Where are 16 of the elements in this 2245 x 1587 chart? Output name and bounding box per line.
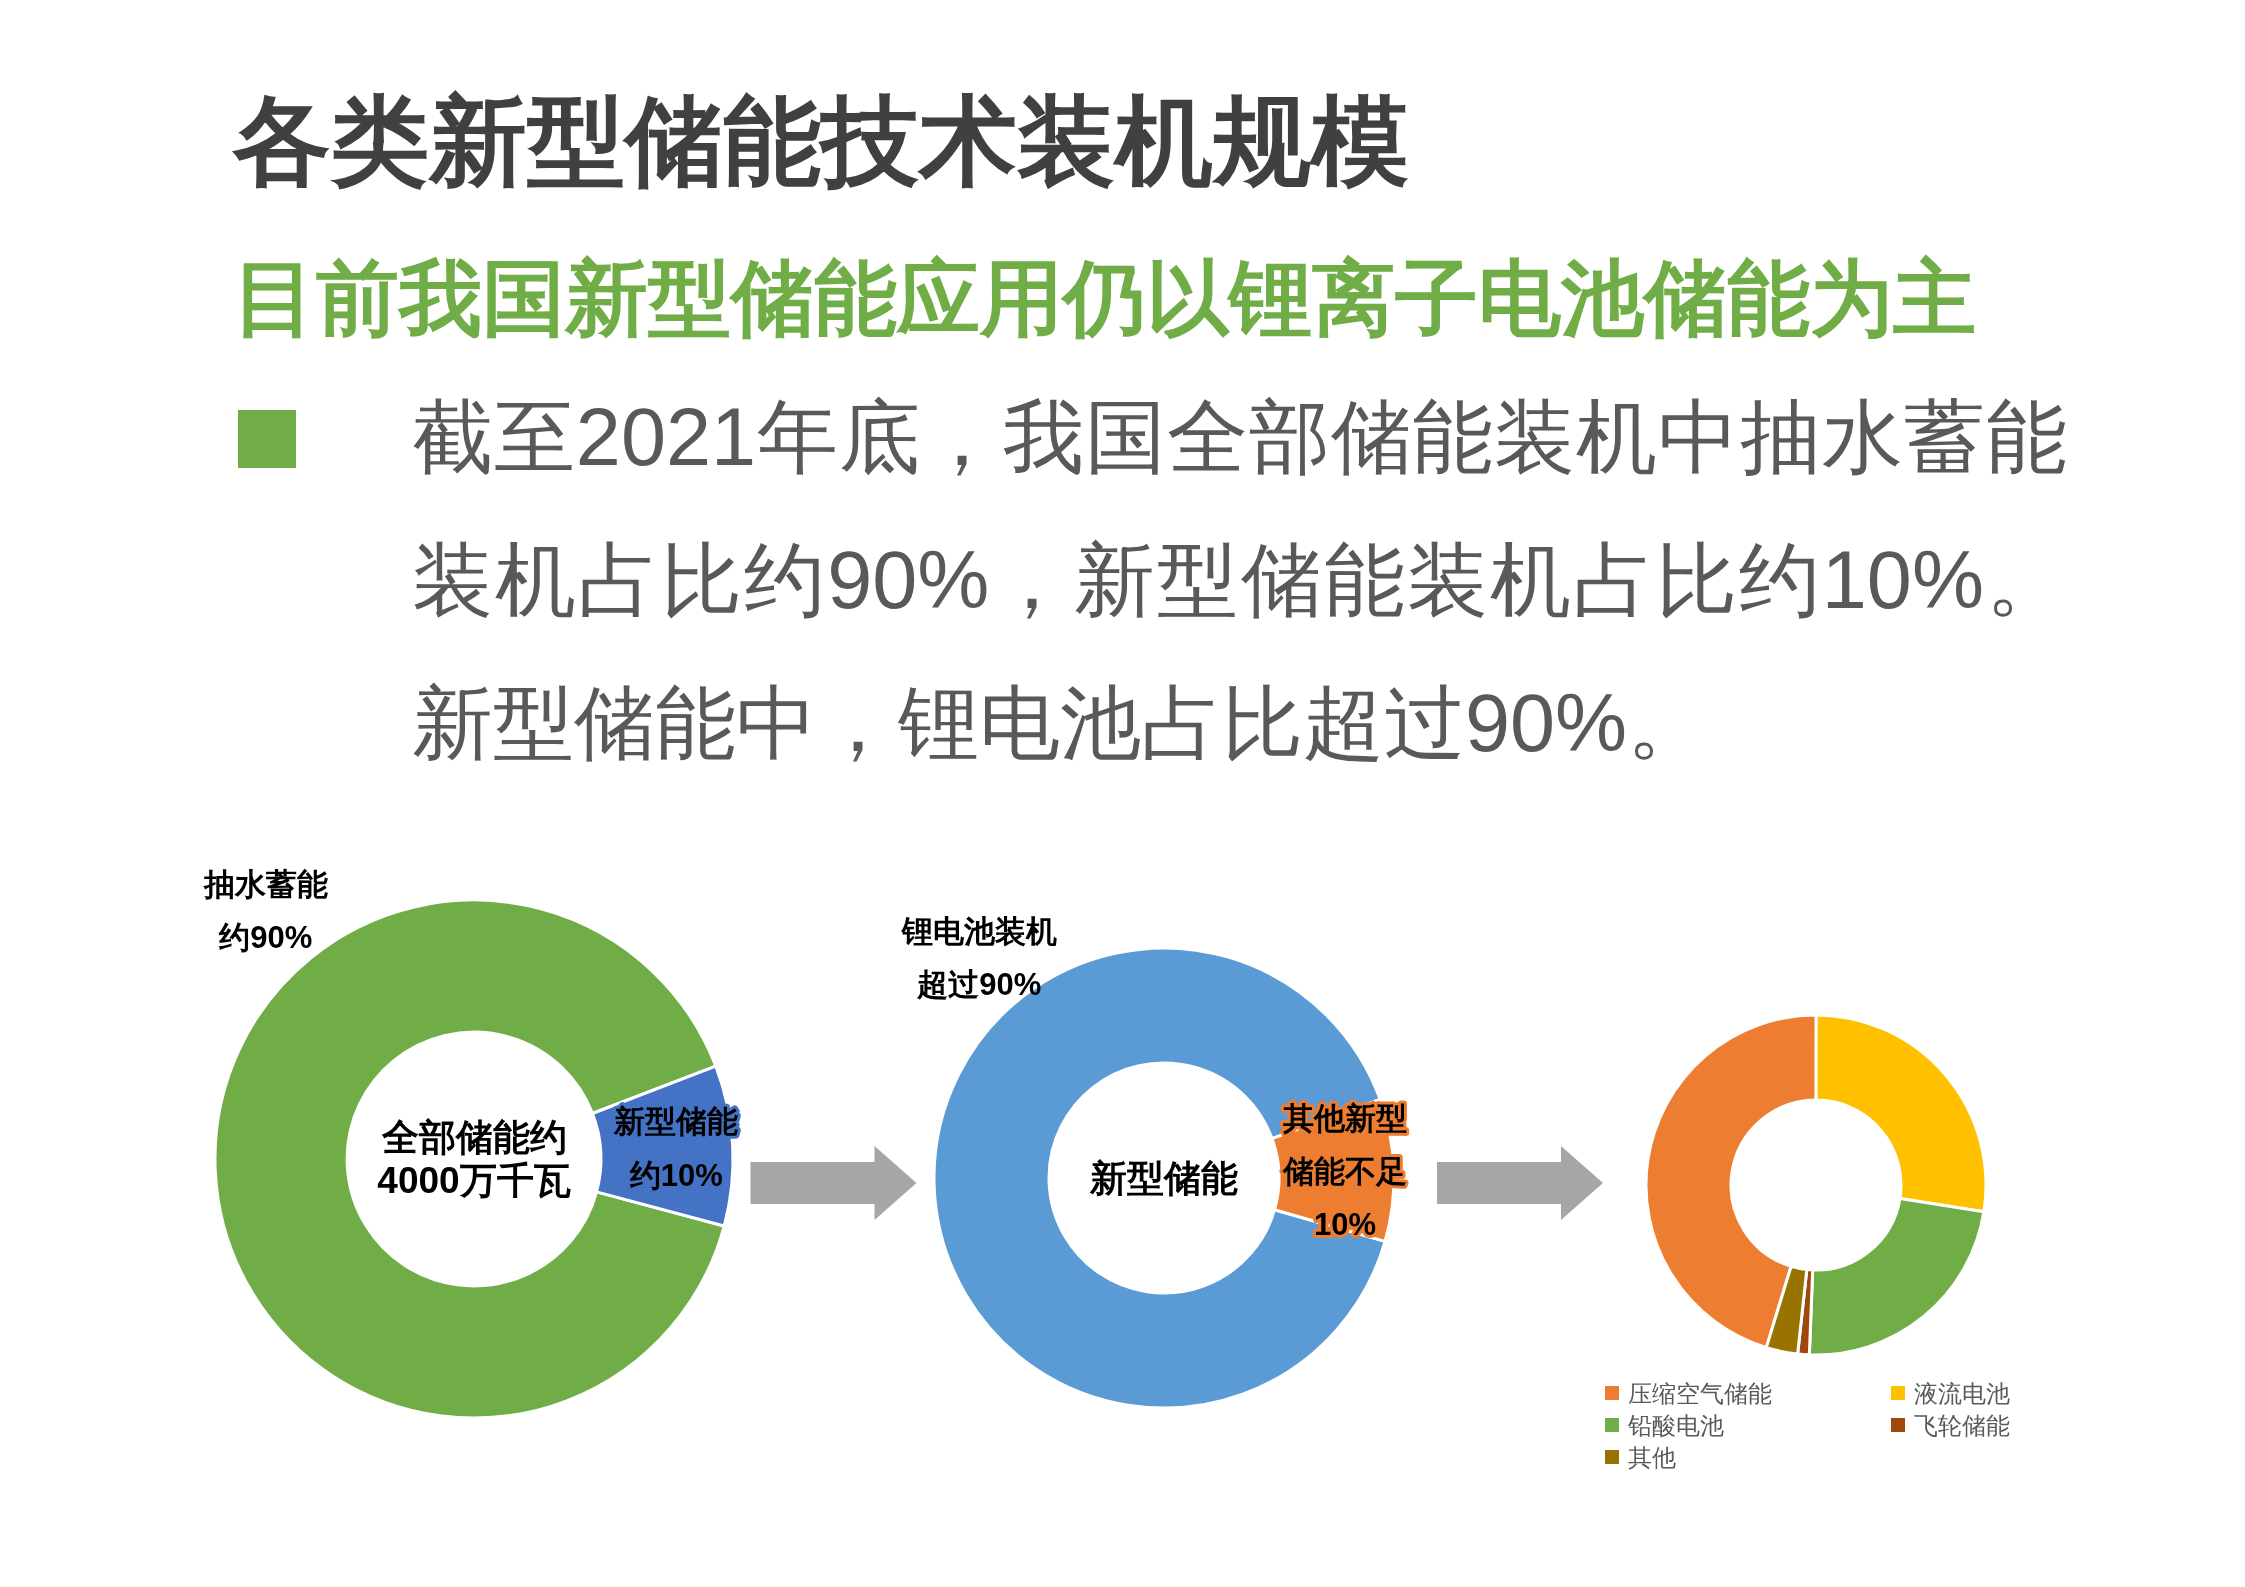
annotation: 4000万千瓦 [377,1160,571,1202]
data-label: 超过90% [917,966,1042,1002]
annotation: 全部储能约 [381,1116,567,1158]
legend-item: 铅酸电池 [1628,1411,1724,1439]
data-label: 锂电池装机 [901,913,1057,949]
legend-item: 飞轮储能 [1914,1411,2010,1439]
subtitle: 目前我国新型储能应用仍以锂离子电池储能为主 [233,251,1976,345]
data-label: 抽水蓄能 [203,866,328,902]
legend-item: 压缩空气储能 [1628,1379,1772,1407]
data-label: 约10% [629,1157,723,1193]
legend-item: 液流电池 [1914,1379,2010,1407]
annotation: 新型储能 [1090,1157,1238,1199]
title: 各类新型储能技术装机规模 [233,86,1409,196]
legend-item: 其他 [1628,1443,1676,1471]
data-label: 约90% [219,920,313,956]
annotation: 截至2021年底，我国全部储能装机中抽水蓄能装机占比约90%，新型储能装机占比约10%。新型储能中，锂电池占比超过90%。 [412,391,2067,770]
